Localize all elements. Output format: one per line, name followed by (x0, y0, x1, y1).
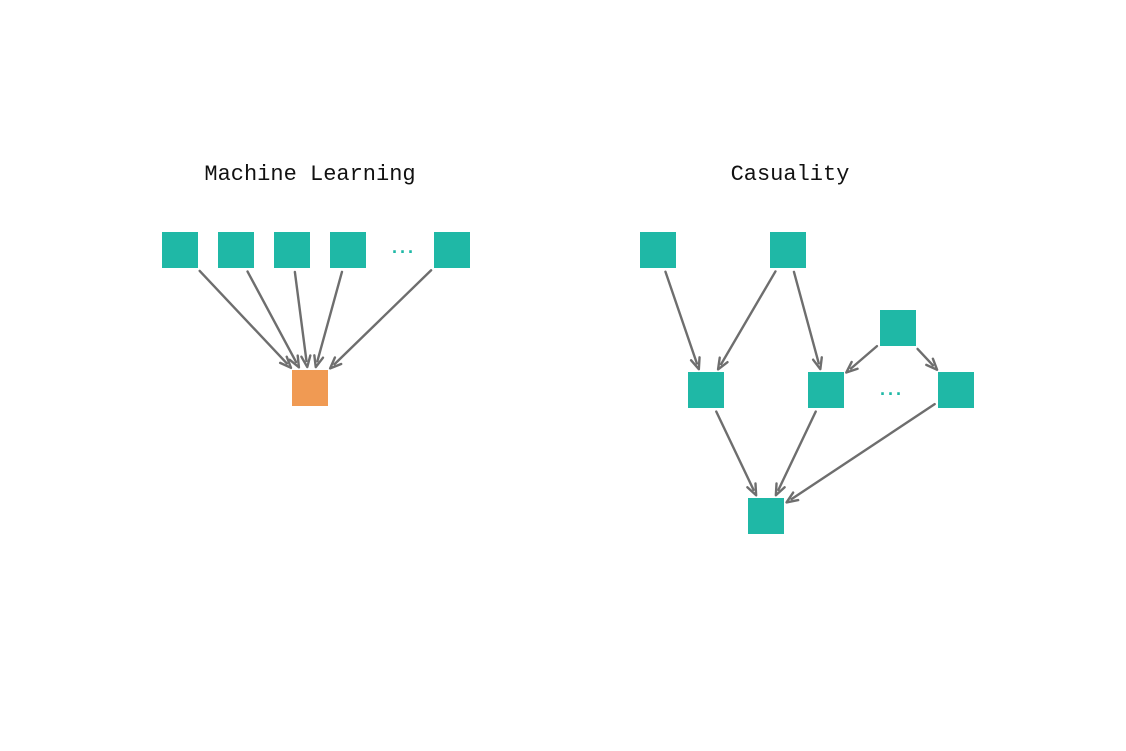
node-ml-n2 (218, 232, 254, 268)
arrow-line (716, 412, 753, 490)
node-ml-n5 (434, 232, 470, 268)
diagram-canvas: Machine Learning ··· Casuality ··· (0, 0, 1126, 751)
ellipsis: ··· (392, 242, 416, 262)
arrow-line (851, 346, 877, 369)
node-c-m1 (688, 372, 724, 408)
node-ml-n3 (274, 232, 310, 268)
arrow-line (794, 272, 819, 363)
node-c-t2 (770, 232, 806, 268)
node-ml-n4 (330, 232, 366, 268)
section-title: Casuality (731, 162, 850, 187)
ellipsis: ··· (880, 384, 904, 404)
arrow-line (317, 272, 342, 361)
arrow-line (334, 270, 431, 364)
node-c-t1 (640, 232, 676, 268)
section-title: Machine Learning (204, 162, 415, 187)
node-ml-out (292, 370, 328, 406)
arrow-line (665, 272, 696, 364)
arrow-line (200, 271, 287, 364)
arrow-line (778, 412, 815, 490)
arrow-line (721, 271, 775, 364)
node-c-m2 (808, 372, 844, 408)
node-c-out (748, 498, 784, 534)
node-ml-n1 (162, 232, 198, 268)
node-c-t3 (880, 310, 916, 346)
arrow-line (918, 349, 933, 366)
ml-diagram: Machine Learning ··· (162, 162, 470, 406)
node-c-m3 (938, 372, 974, 408)
causality-diagram: Casuality ··· (640, 162, 974, 534)
arrow-line (295, 272, 307, 361)
